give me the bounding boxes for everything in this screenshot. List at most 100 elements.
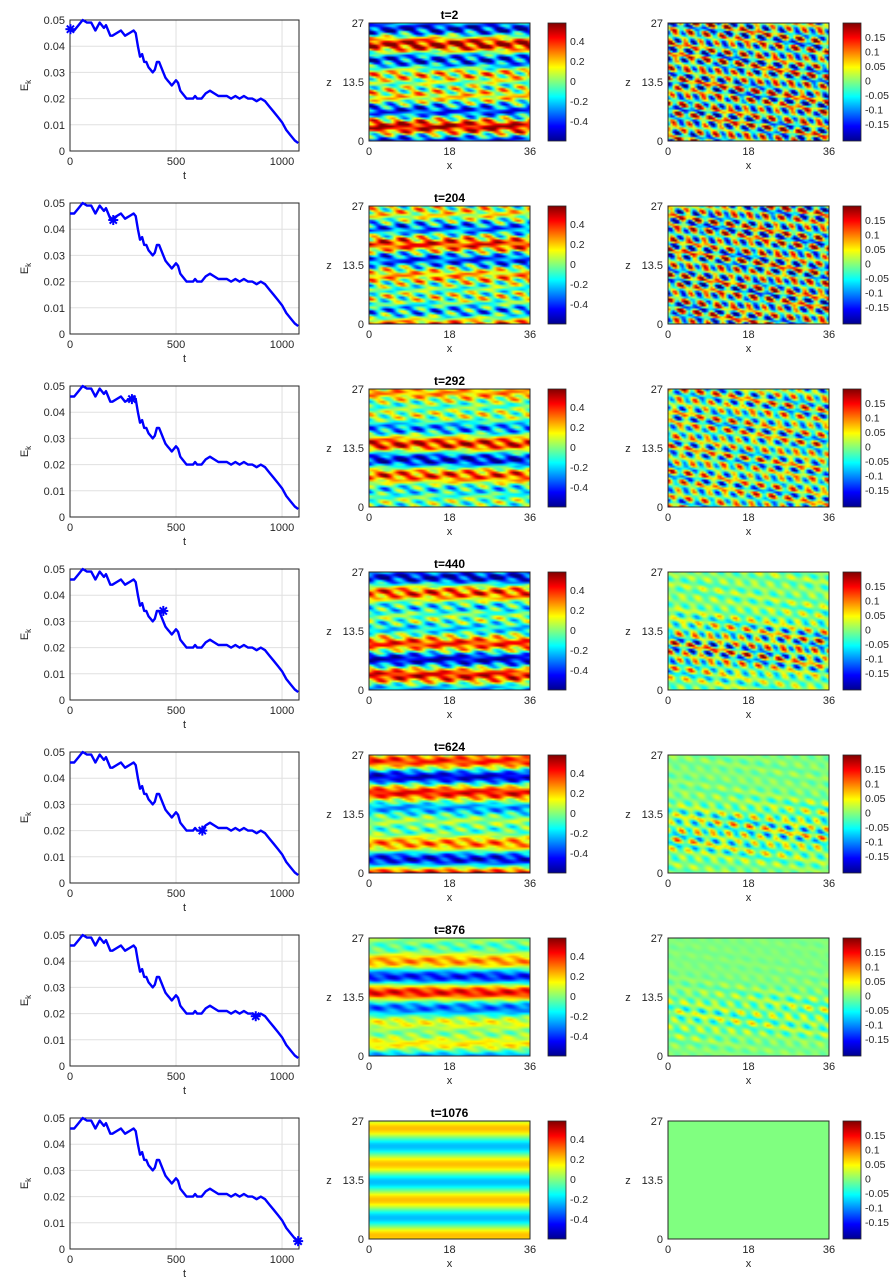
x-tick-label: 0 — [366, 512, 372, 524]
x-tick-label: 500 — [167, 156, 185, 168]
x-tick-label: 1000 — [270, 888, 294, 900]
colorbar-tick-label: -0.05 — [865, 639, 889, 651]
colorbar-tick-label: -0.2 — [570, 462, 588, 474]
colorbar-tick-label: 0.1 — [865, 596, 880, 608]
colorbar-tick-label: 0.05 — [865, 793, 886, 805]
x-tick-label: 500 — [167, 705, 185, 717]
colorbar-gradient — [842, 754, 862, 874]
colorbar-tick-label: -0.2 — [570, 1011, 588, 1023]
colorbar-tick-label: -0.05 — [865, 273, 889, 285]
energy-line — [70, 1116, 299, 1243]
x-axis-label: x — [746, 1075, 752, 1087]
x-tick-label: 36 — [823, 695, 835, 707]
plot-area — [70, 386, 299, 517]
colorbar-tick-label: -0.15 — [865, 851, 889, 863]
y-tick-label: 0.05 — [44, 198, 65, 210]
y-tick-label: 0 — [657, 136, 663, 148]
colorbar-tick-label: 0.2 — [570, 422, 585, 434]
y-tick-label: 0 — [358, 319, 364, 331]
colorbar-tick-label: 0.4 — [570, 219, 585, 231]
colorbar-tick-label: -0.1 — [865, 1203, 883, 1215]
energy-plot: 0 500 1000 0 0.01 0.02 0.03 0.04 0.05 Ek t — [19, 1113, 304, 1280]
y-tick-label: 0.02 — [44, 94, 65, 106]
x-axis-label: x — [447, 892, 453, 904]
colorbar-tick-label: 0 — [570, 259, 576, 271]
y-axis-label: Ek — [19, 628, 33, 640]
energy-line — [70, 750, 299, 877]
colorbar-tick-label: -0.15 — [865, 119, 889, 131]
y-tick-label: 0.01 — [44, 1035, 65, 1047]
panel-title: t=1076 — [431, 1106, 469, 1120]
colorbar-tick-label: -0.2 — [570, 828, 588, 840]
axes-box — [667, 754, 830, 874]
x-tick-label: 36 — [524, 329, 536, 341]
y-tick-label: 27 — [651, 567, 663, 579]
colorbar-tick-label: 0.05 — [865, 427, 886, 439]
y-tick-label: 27 — [651, 201, 663, 213]
x-tick-label: 18 — [443, 329, 455, 341]
y-axis-label: z — [625, 260, 631, 272]
x-tick-label: 18 — [443, 512, 455, 524]
colorbar: 0.4 0.2 0 -0.2 -0.4 — [547, 388, 588, 508]
x-tick-label: 18 — [742, 695, 754, 707]
energy-plot: 0 500 1000 0 0.01 0.02 0.03 0.04 0.05 Ek t — [19, 15, 300, 182]
x-axis-label: x — [746, 709, 752, 721]
colorbar: 0.15 0.1 0.05 0 -0.05 -0.1 -0.15 — [842, 205, 889, 325]
x-axis-label: x — [746, 526, 752, 538]
x-tick-label: 0 — [665, 878, 671, 890]
x-tick-label: 36 — [823, 878, 835, 890]
y-tick-label: 13.5 — [343, 77, 364, 89]
x-tick-label: 0 — [67, 705, 73, 717]
time-marker — [197, 825, 208, 836]
colorbar-gradient — [547, 205, 567, 325]
y-tick-label: 0.03 — [44, 616, 65, 628]
x-axis-label: x — [447, 1258, 453, 1270]
energy-line — [70, 567, 299, 694]
y-tick-label: 0.03 — [44, 982, 65, 994]
plot-area — [70, 935, 299, 1066]
axes-box — [69, 1117, 300, 1250]
x-tick-label: 0 — [67, 339, 73, 351]
y-axis-label: z — [625, 77, 631, 89]
y-tick-label: 0.01 — [44, 669, 65, 681]
axes-box — [667, 571, 830, 691]
x-tick-label: 0 — [67, 888, 73, 900]
x-tick-label: 0 — [665, 329, 671, 341]
colorbar-tick-label: 0.4 — [570, 402, 585, 414]
y-tick-label: 0.05 — [44, 747, 65, 759]
x-tick-label: 1000 — [270, 156, 294, 168]
y-axis-label: Ek — [19, 79, 33, 91]
colorbar-tick-label: 0.2 — [570, 605, 585, 617]
colorbar-tick-label: -0.15 — [865, 1217, 889, 1229]
y-tick-label: 13.5 — [343, 992, 364, 1004]
y-tick-label: 0.05 — [44, 15, 65, 27]
y-axis-label: z — [625, 992, 631, 1004]
colorbar-tick-label: -0.4 — [570, 116, 588, 128]
y-axis-label: z — [326, 1175, 332, 1187]
panel-title: t=624 — [434, 740, 465, 754]
x-axis-label: t — [183, 1085, 186, 1097]
y-tick-label: 27 — [352, 1116, 364, 1128]
panel-title: t=292 — [434, 374, 465, 388]
colorbar: 0.4 0.2 0 -0.2 -0.4 — [547, 205, 588, 325]
axes-box — [368, 937, 531, 1057]
y-axis-label: z — [625, 626, 631, 638]
colorbar-tick-label: -0.05 — [865, 456, 889, 468]
y-tick-label: 13.5 — [642, 77, 663, 89]
panel-title: t=204 — [434, 191, 465, 205]
energy-line — [70, 384, 299, 511]
colorbar-tick-label: 0 — [865, 442, 871, 454]
x-tick-label: 36 — [823, 1244, 835, 1256]
x-axis-label: x — [447, 709, 453, 721]
x-tick-label: 36 — [823, 329, 835, 341]
y-tick-label: 27 — [352, 18, 364, 30]
y-tick-label: 0 — [358, 502, 364, 514]
y-tick-label: 0.02 — [44, 460, 65, 472]
y-axis-label: Ek — [19, 262, 33, 274]
colorbar: 0.15 0.1 0.05 0 -0.05 -0.1 -0.15 — [842, 22, 889, 142]
colorbar-gradient — [547, 937, 567, 1057]
